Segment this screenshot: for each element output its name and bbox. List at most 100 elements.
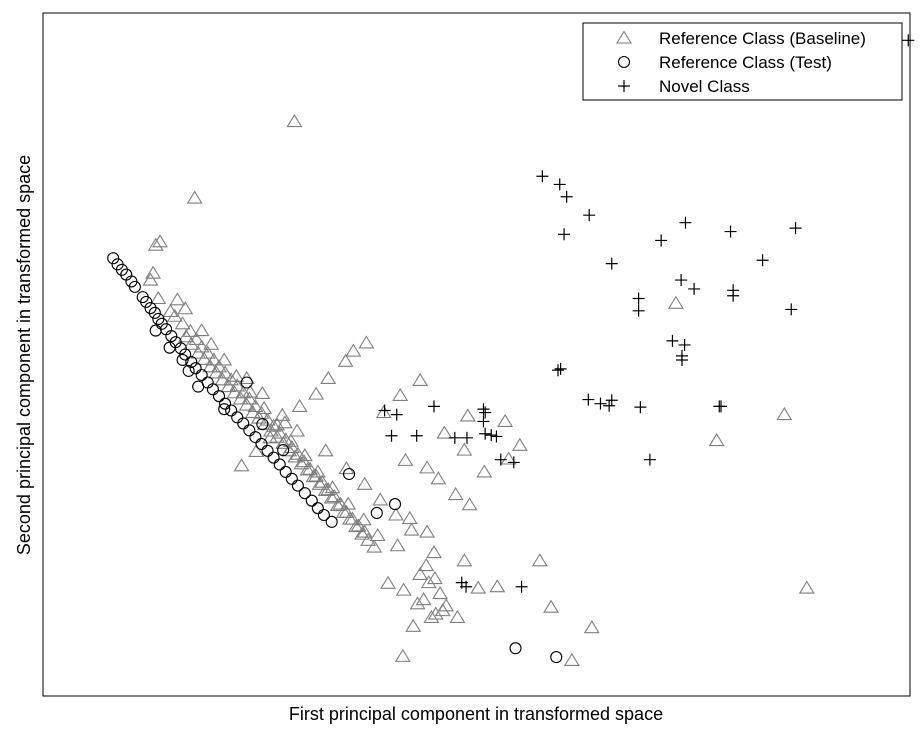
- circle-point: [298, 487, 311, 500]
- triangle-point: [188, 331, 205, 346]
- plus-point: [724, 225, 737, 238]
- circle-point: [165, 330, 178, 343]
- plus-point: [678, 338, 691, 351]
- triangle-point: [281, 443, 298, 457]
- plus-point: [594, 397, 607, 410]
- circle-point: [261, 444, 274, 457]
- legend-label: Reference Class (Test): [659, 53, 832, 72]
- triangle-point: [412, 372, 429, 387]
- triangle-point: [177, 301, 194, 315]
- circle-point: [179, 348, 192, 361]
- circle-point: [279, 465, 292, 479]
- triangle-point: [202, 359, 219, 373]
- triangle-point: [456, 553, 473, 567]
- data-points: [107, 34, 915, 667]
- triangle-point: [291, 398, 308, 412]
- plus-point: [688, 282, 701, 295]
- triangle-point: [276, 415, 293, 429]
- circle-point: [107, 252, 120, 265]
- plus-point: [634, 401, 647, 414]
- circle-point: [218, 403, 231, 416]
- triangle-point: [169, 292, 186, 306]
- triangle-point: [449, 609, 466, 624]
- triangle-point: [305, 469, 322, 483]
- plus-point: [410, 429, 423, 442]
- plus-point: [448, 431, 461, 444]
- plus-point: [378, 404, 391, 417]
- plus-point: [583, 209, 596, 222]
- y-axis-label: Second principal component in transforme…: [14, 155, 34, 555]
- circle-point: [311, 502, 324, 515]
- triangle-point: [348, 519, 364, 533]
- circle-point: [128, 280, 141, 293]
- circle-point: [149, 324, 162, 337]
- plus-point: [582, 393, 595, 406]
- circle-point: [255, 437, 268, 451]
- circle-point: [267, 451, 280, 464]
- legend-label: Novel Class: [659, 77, 750, 96]
- triangle-point: [409, 596, 426, 610]
- legend-triangle-symbol: [616, 30, 632, 44]
- triangle-point: [166, 308, 183, 322]
- plot-frame: [42, 12, 911, 697]
- plus-point: [666, 334, 679, 347]
- circle-point: [189, 362, 202, 375]
- legend-circle-symbol: [617, 55, 631, 69]
- triangle-point: [183, 336, 200, 350]
- circle-point: [243, 424, 256, 437]
- triangle-point: [403, 522, 420, 536]
- triangle-point: [461, 497, 478, 511]
- triangle-point: [247, 398, 264, 412]
- plus-point: [479, 406, 492, 419]
- triangle-point: [497, 413, 514, 427]
- triangle-point: [394, 648, 411, 662]
- triangle-point: [182, 323, 199, 337]
- triangle-point: [308, 386, 325, 400]
- triangle-point: [543, 599, 560, 613]
- triangle-point: [375, 404, 392, 419]
- triangle-point: [203, 336, 220, 350]
- triangle-point: [320, 370, 337, 384]
- triangle-point: [387, 507, 404, 521]
- circle-point: [237, 417, 250, 430]
- triangle-point: [311, 476, 328, 490]
- circle-point: [550, 651, 563, 664]
- triangle-point: [238, 397, 255, 411]
- triangle-point: [418, 557, 435, 572]
- circle-point: [212, 390, 226, 403]
- circle-point: [219, 397, 232, 410]
- triangle-point: [228, 368, 245, 382]
- triangle-point: [397, 452, 414, 466]
- plus-point: [632, 292, 645, 305]
- triangle-point: [142, 272, 159, 286]
- triangle-point: [401, 510, 418, 524]
- circle-point: [148, 306, 161, 319]
- triangle-point: [420, 575, 437, 589]
- triangle-point: [430, 471, 447, 485]
- circle-point: [370, 506, 383, 520]
- triangle-point: [366, 539, 383, 553]
- plus-point: [632, 304, 645, 317]
- circle-point: [195, 368, 208, 382]
- legend-box: [582, 22, 903, 101]
- triangle-point: [405, 618, 422, 632]
- triangle-point: [356, 476, 373, 490]
- triangle-point: [309, 464, 326, 478]
- plus-point: [679, 216, 692, 229]
- plus-point: [460, 580, 473, 593]
- plus-point: [554, 362, 567, 375]
- plus-point: [477, 403, 490, 416]
- plus-point: [785, 303, 798, 316]
- triangle-point: [489, 579, 506, 593]
- triangle-point: [262, 430, 279, 444]
- triangle-point: [286, 114, 303, 128]
- plus-point: [494, 453, 507, 466]
- plus-point: [515, 580, 528, 593]
- plus-point: [789, 222, 802, 235]
- plus-point: [603, 399, 616, 412]
- circle-point: [388, 498, 402, 511]
- triangle-point: [337, 353, 354, 367]
- triangle-point: [244, 404, 261, 419]
- triangle-point: [338, 461, 355, 475]
- triangle-point: [345, 343, 362, 357]
